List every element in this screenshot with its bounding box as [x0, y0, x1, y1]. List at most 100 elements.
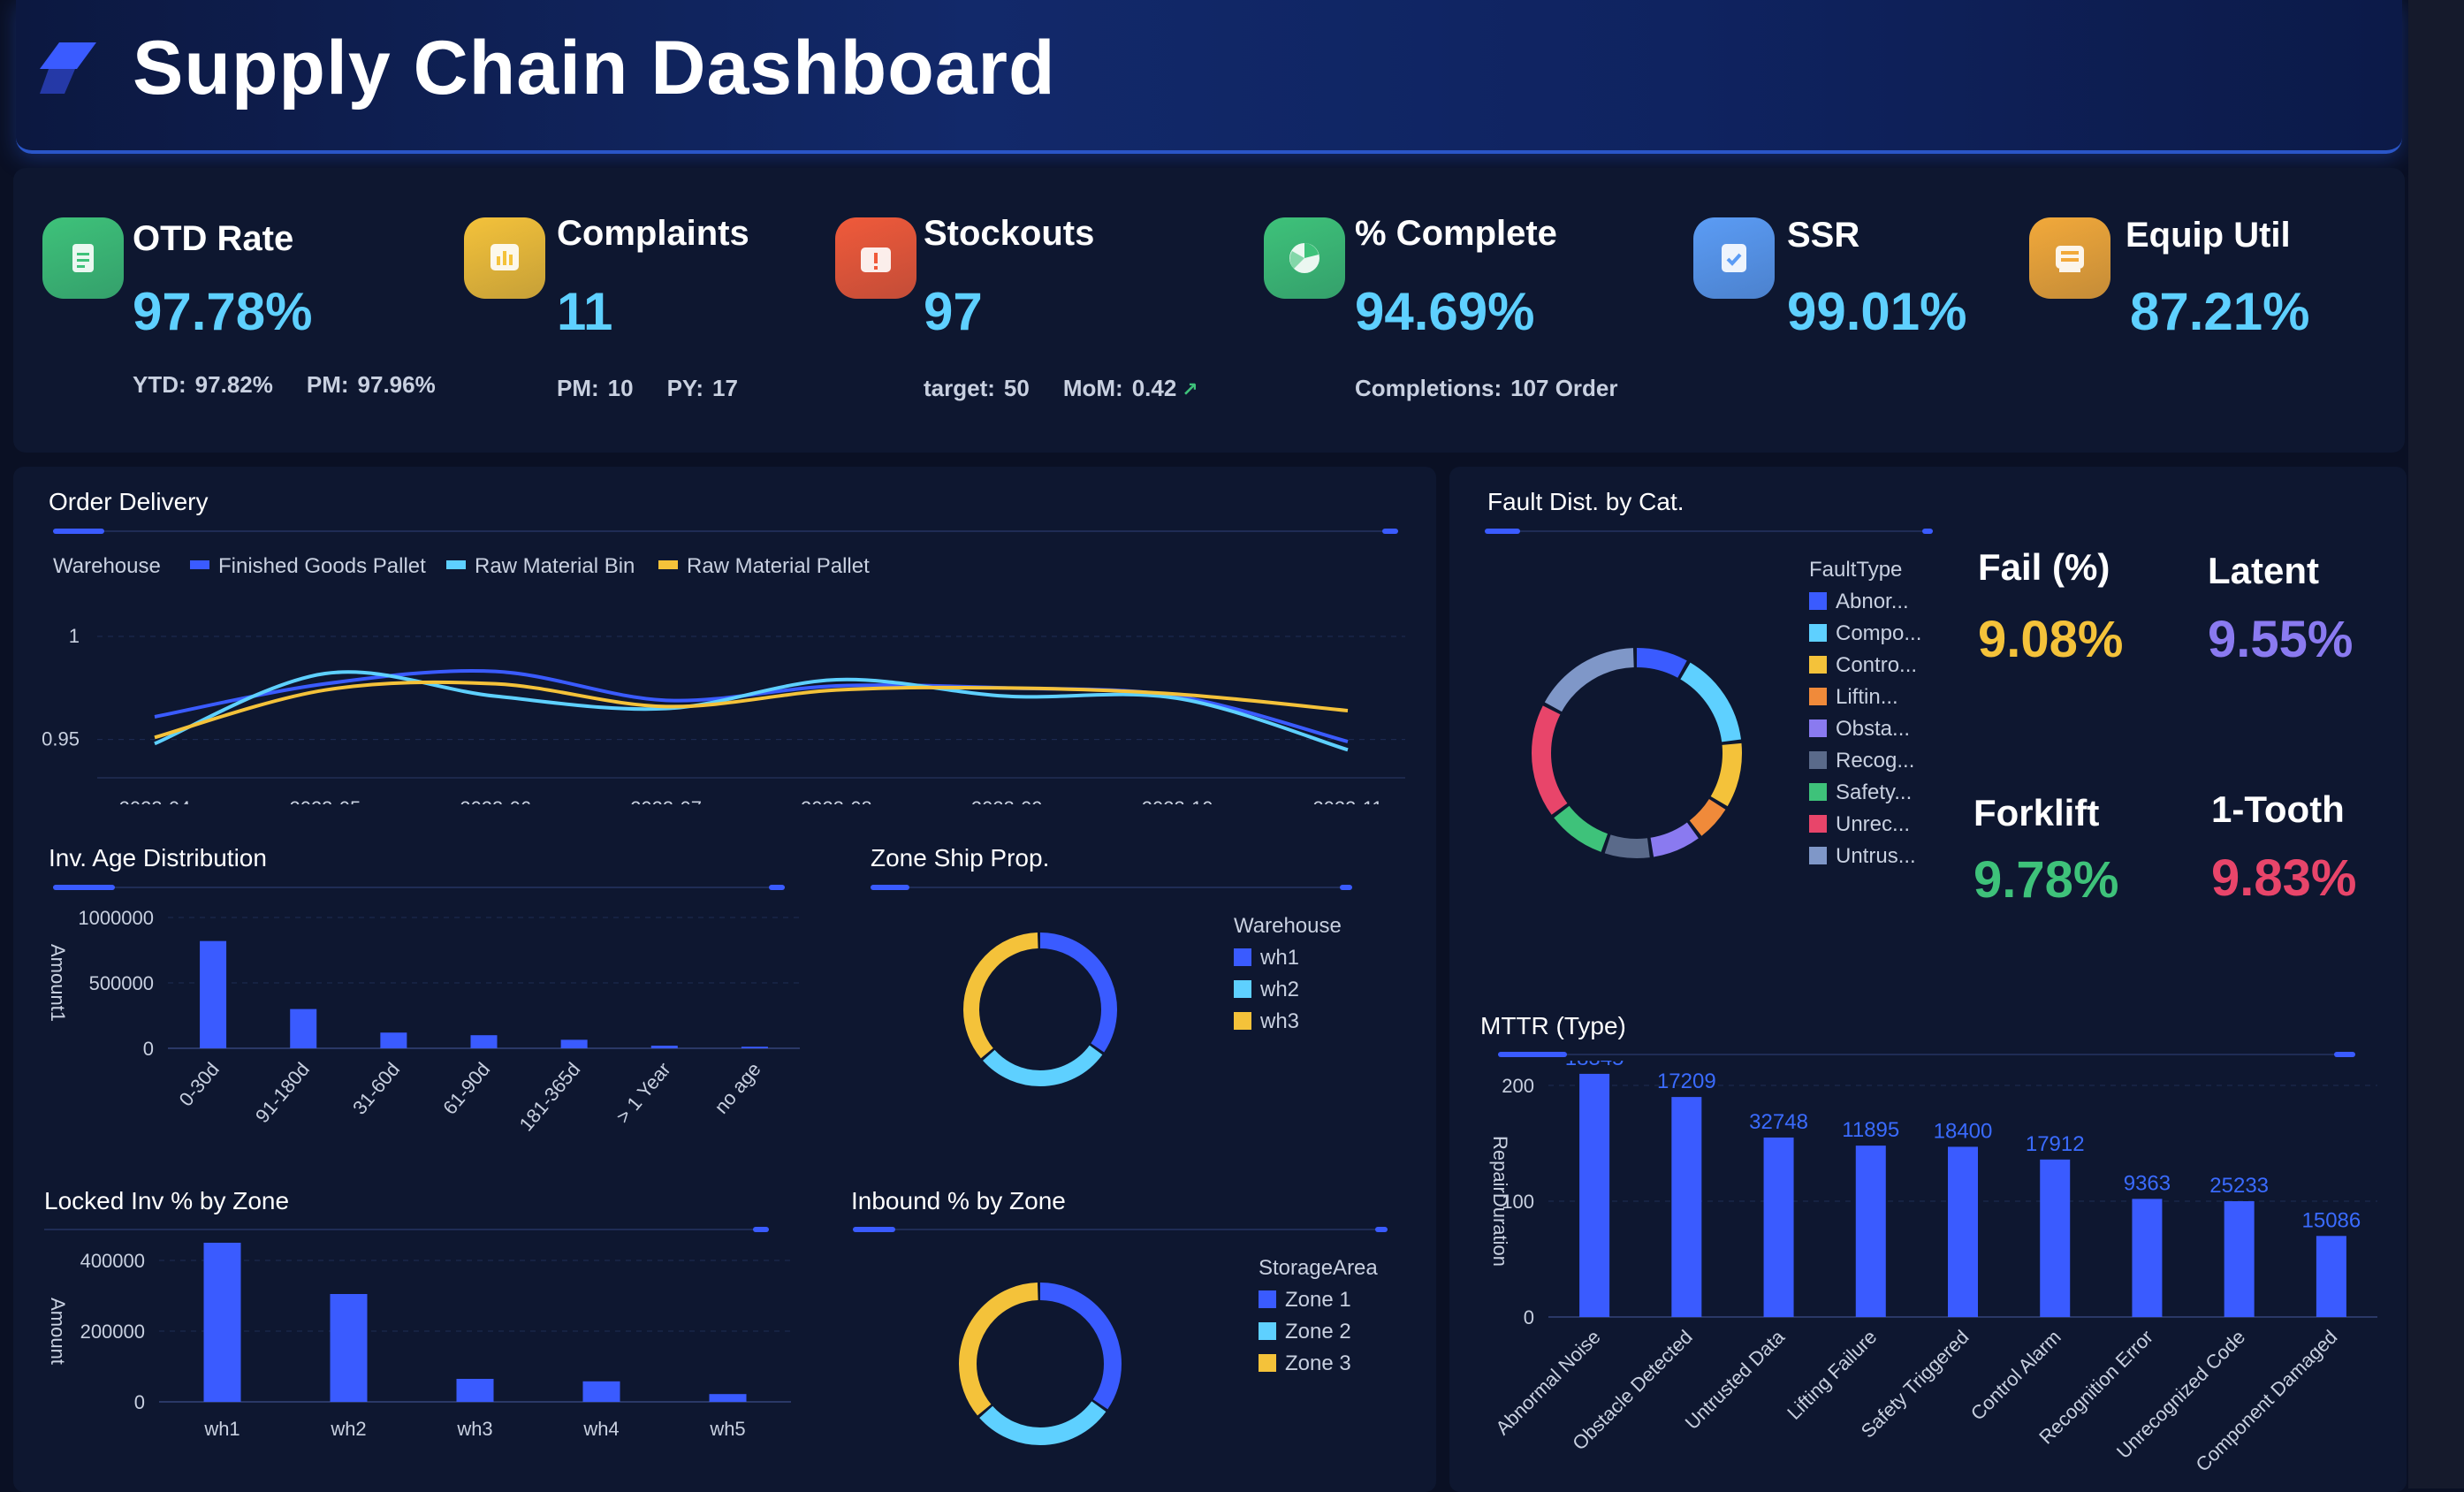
data-label: 9363: [2124, 1171, 2171, 1195]
legend-swatch: [1809, 815, 1827, 833]
data-label: 11895: [1842, 1118, 1899, 1142]
bar[interactable]: [290, 1009, 317, 1048]
fail-label: Fail (%): [1978, 546, 2110, 588]
legend-item[interactable]: wh2: [1259, 978, 1299, 1001]
legend-item[interactable]: Raw Material Pallet: [687, 554, 870, 578]
legend-swatch: [190, 560, 209, 569]
kpi-sub-label: Completions:: [1355, 375, 1502, 401]
series-line[interactable]: [154, 670, 1349, 752]
legend-item[interactable]: Zone 1: [1285, 1288, 1351, 1312]
bar[interactable]: [200, 940, 227, 1048]
pie-slice[interactable]: [1532, 648, 1742, 858]
fault-chart: FaultType Abnor... Compo... Contro... Liftin…: [1532, 558, 1921, 868]
one-tooth-label: 1-Tooth: [2211, 788, 2345, 830]
pie-slice[interactable]: [959, 1283, 1122, 1445]
pie-slice[interactable]: [963, 932, 1117, 1086]
legend-swatch: [1259, 1354, 1276, 1372]
legend-item[interactable]: Contro...: [1836, 653, 1917, 677]
kpi-title: Stockouts: [924, 214, 1095, 253]
series-line[interactable]: [154, 680, 1349, 740]
legend-item[interactable]: wh3: [1259, 1009, 1299, 1033]
inbound-chart: StorageArea Zone 1 Zone 2 Zone 3: [959, 1256, 1378, 1445]
legend-swatch: [446, 560, 466, 569]
legend-item[interactable]: Abnor...: [1836, 590, 1909, 613]
legend-item[interactable]: Zone 2: [1285, 1320, 1351, 1344]
pie-slice[interactable]: [959, 1283, 1122, 1445]
kpi-title: Equip Util: [2126, 216, 2291, 255]
bar[interactable]: [2316, 1236, 2346, 1317]
pie-icon: [1264, 217, 1345, 299]
kpi-subline: PM: 10 PY: 17: [557, 375, 738, 402]
bar[interactable]: [470, 1035, 498, 1048]
kpi-title: % Complete: [1355, 214, 1557, 253]
bar[interactable]: [330, 1294, 368, 1402]
legend-item[interactable]: Liftin...: [1836, 685, 1898, 709]
x-tick-label: wh5: [709, 1418, 745, 1440]
bar[interactable]: [456, 1379, 494, 1402]
x-tick-label: Lifting Failure: [1783, 1326, 1881, 1424]
x-tick-label: wh4: [582, 1418, 619, 1440]
legend-item[interactable]: Zone 3: [1285, 1351, 1351, 1375]
y-tick-label: 1: [69, 625, 80, 647]
legend-item[interactable]: Unrec...: [1836, 812, 1910, 836]
y-axis-label: Amount1: [47, 944, 69, 1022]
locked-inv-divider: [44, 1227, 769, 1232]
machine-icon: [2029, 217, 2110, 299]
bar[interactable]: [741, 1047, 768, 1048]
pie-slice[interactable]: [1532, 648, 1742, 858]
x-tick-label: Control Alarm: [1966, 1326, 2065, 1425]
x-tick-label: 31-60d: [348, 1058, 404, 1119]
legend-item[interactable]: Safety...: [1836, 780, 1912, 804]
bar[interactable]: [380, 1032, 407, 1048]
bar[interactable]: [1948, 1146, 1978, 1317]
legend-item[interactable]: Compo...: [1836, 621, 1921, 645]
legend-swatch: [1809, 783, 1827, 801]
x-tick-label: 2023-09: [971, 797, 1043, 804]
pie-slice[interactable]: [1532, 648, 1742, 858]
legend-title: Warehouse: [53, 554, 161, 578]
bar[interactable]: [1579, 1073, 1610, 1317]
kpi-sub-value: 50: [1003, 375, 1030, 401]
inbound-title: Inbound % by Zone: [851, 1187, 1066, 1214]
y-tick-label: 500000: [89, 972, 154, 994]
legend-item[interactable]: Raw Material Bin: [475, 554, 635, 578]
bar[interactable]: [2224, 1201, 2255, 1317]
kpi-sub-label: target:: [924, 375, 995, 401]
legend-item[interactable]: Recog...: [1836, 749, 1914, 773]
kpi-sub-value: 97.82%: [194, 371, 273, 398]
bar[interactable]: [1671, 1097, 1702, 1317]
legend-item[interactable]: Untrus...: [1836, 844, 1916, 868]
order-delivery-chart: Warehouse Finished Goods Pallet Raw Materi…: [42, 554, 1405, 804]
legend-item[interactable]: Obsta...: [1836, 717, 1910, 741]
bar[interactable]: [650, 1046, 678, 1048]
data-label: 17912: [2026, 1132, 2085, 1156]
kpi-band: [13, 168, 2405, 453]
legend-swatch: [1809, 656, 1827, 674]
pie-slice[interactable]: [1532, 648, 1742, 858]
inbound-divider: [853, 1227, 1388, 1232]
x-tick-label: 181-365d: [515, 1058, 585, 1131]
order-delivery-divider: [53, 529, 1398, 534]
left-panel: [13, 467, 1436, 1492]
bar[interactable]: [203, 1243, 241, 1402]
window-edge: [2408, 0, 2464, 1488]
locked-inv-chart: Amount 400000 200000 0 wh1 wh2 wh3 wh4 wh5: [47, 1243, 791, 1440]
series-line[interactable]: [154, 669, 1349, 743]
y-tick-label: 0: [134, 1391, 145, 1413]
bar[interactable]: [1855, 1146, 1886, 1317]
bar[interactable]: [2040, 1159, 2071, 1317]
pie-slice[interactable]: [963, 932, 1117, 1086]
x-tick-label: 2023-05: [289, 797, 361, 804]
bar[interactable]: [582, 1381, 620, 1402]
bar[interactable]: [709, 1394, 747, 1402]
legend-swatch: [1259, 1290, 1276, 1308]
latent-value: 9.55%: [2208, 611, 2354, 668]
bar[interactable]: [2132, 1199, 2163, 1317]
pie-slice[interactable]: [959, 1283, 1122, 1445]
bar[interactable]: [1763, 1137, 1794, 1317]
y-tick-label: 1000000: [78, 907, 154, 929]
pie-slice[interactable]: [963, 932, 1117, 1086]
legend-item[interactable]: wh1: [1259, 946, 1299, 970]
legend-item[interactable]: Finished Goods Pallet: [218, 554, 426, 578]
bar[interactable]: [560, 1039, 588, 1048]
